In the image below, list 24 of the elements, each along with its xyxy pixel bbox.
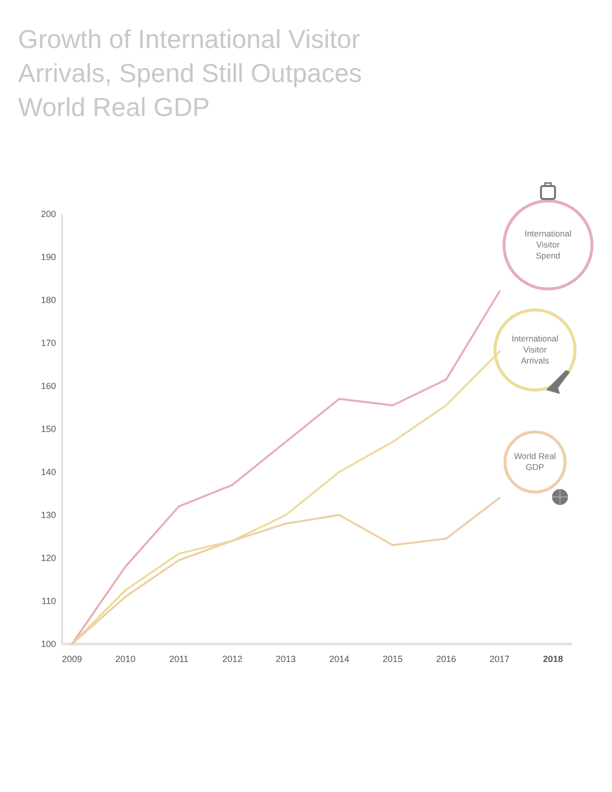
text: International Visitor Spend <box>524 228 572 260</box>
x-tick-label: 2017 <box>490 654 510 664</box>
series-label: International Visitor Arrivals <box>512 333 558 366</box>
y-tick-label: 100 <box>40 639 56 650</box>
text: World Real GDP <box>514 450 556 472</box>
y-tick-label: 200 <box>40 209 56 220</box>
y-tick-label: 120 <box>40 553 56 564</box>
y-tick-label: 190 <box>40 252 56 262</box>
x-tick-label: 2012 <box>222 654 242 664</box>
x-tick-label: 2011 <box>169 654 189 664</box>
y-tick-label: 130 <box>40 510 56 520</box>
x-tick-label: 2018 <box>542 654 564 664</box>
y-tick-label: 180 <box>40 295 56 306</box>
x-tick-label: 2013 <box>276 654 296 664</box>
y-tick-label: 140 <box>40 467 56 478</box>
x-tick-label: 2016 <box>436 654 456 664</box>
y-tick-label: 110 <box>42 596 56 606</box>
x-tick-label: 2010 <box>115 654 136 664</box>
x-tick-label: 2009 <box>62 654 82 664</box>
y-tick-label: 170 <box>40 338 56 348</box>
y-tick-label: 150 <box>40 424 56 434</box>
x-tick-label: 2015 <box>382 654 403 664</box>
y-tick-label: 160 <box>40 381 56 392</box>
x-tick-label: 2014 <box>329 654 350 664</box>
